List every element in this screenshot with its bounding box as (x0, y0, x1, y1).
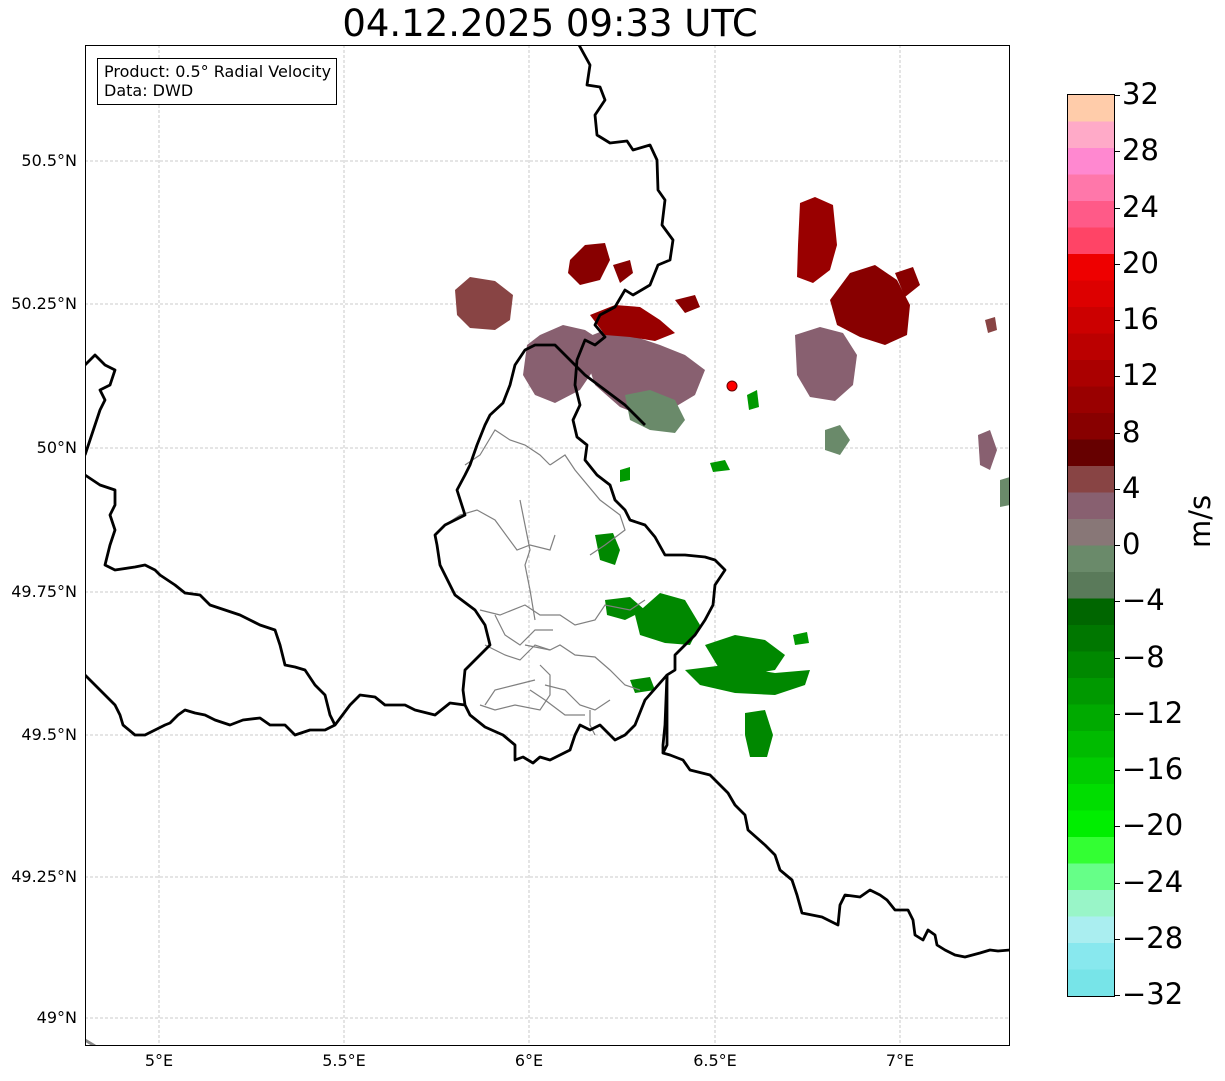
colorbar-tick-mark (1114, 432, 1120, 434)
colorbar-tick-label: −16 (1122, 752, 1184, 786)
radar-map (85, 45, 1010, 1046)
colorbar-swatch (1068, 651, 1114, 679)
colorbar-swatch (1068, 890, 1114, 918)
colorbar-swatch (1068, 280, 1114, 308)
lat-label: 49.75°N (11, 582, 77, 601)
colorbar-swatch (1068, 731, 1114, 759)
colorbar-swatch (1068, 678, 1114, 706)
colorbar-tick-mark (1114, 882, 1120, 884)
colorbar-tick-label: 4 (1122, 470, 1141, 505)
colorbar-tick-mark (1114, 713, 1120, 715)
colorbar-tick-mark (1114, 207, 1120, 209)
colorbar-tick-mark (1114, 151, 1120, 153)
colorbar-tick-label: 32 (1122, 77, 1159, 111)
lat-label: 50.5°N (21, 151, 77, 170)
colorbar-tick-label: 24 (1122, 189, 1159, 224)
colorbar-tick-label: −28 (1122, 920, 1184, 955)
lon-label: 5.5°E (322, 1051, 366, 1070)
colorbar-swatch (1068, 969, 1114, 997)
colorbar-swatch (1068, 360, 1114, 388)
colorbar-swatch (1068, 572, 1114, 600)
colorbar-swatch (1068, 386, 1114, 414)
country-borders (85, 45, 1010, 959)
lat-label: 49.25°N (11, 867, 77, 886)
colorbar-tick-label: −8 (1122, 639, 1165, 674)
echoes-approaching (595, 390, 810, 757)
colorbar-tick-label: −24 (1122, 864, 1184, 899)
colorbar-tick-label: 8 (1122, 414, 1141, 449)
map-title: 04.12.2025 09:33 UTC (342, 2, 758, 45)
lat-label: 50°N (36, 438, 77, 457)
colorbar-swatch (1068, 598, 1114, 626)
colorbar-swatch (1068, 784, 1114, 812)
lat-label: 49°N (36, 1008, 77, 1027)
colorbar-tick-label: 0 (1122, 527, 1141, 561)
lon-label: 7°E (885, 1051, 915, 1070)
colorbar-tick-label: 20 (1122, 245, 1159, 280)
colorbar-swatch (1068, 227, 1114, 255)
lon-label: 6°E (514, 1051, 544, 1070)
lon-label: 6.5°E (693, 1051, 737, 1070)
colorbar-tick-mark (1114, 376, 1120, 378)
lon-label: 5°E (144, 1051, 174, 1070)
colorbar-tick-mark (1114, 995, 1120, 996)
colorbar-swatch (1068, 201, 1114, 229)
colorbar-swatch (1068, 837, 1114, 865)
colorbar-swatch (1068, 916, 1114, 944)
colorbar-swatch (1068, 174, 1114, 202)
colorbar-swatch (1068, 466, 1114, 494)
colorbar-tick-label: −20 (1122, 808, 1184, 843)
colorbar-swatch (1068, 492, 1114, 520)
colorbar (1067, 94, 1115, 997)
colorbar-unit-label: m/s (1183, 494, 1217, 548)
colorbar-swatch (1068, 704, 1114, 732)
lat-label: 50.25°N (11, 294, 77, 313)
product-label: Product: 0.5° Radial Velocity (104, 62, 332, 81)
colorbar-swatch (1068, 413, 1114, 441)
colorbar-swatch (1068, 121, 1114, 149)
colorbar-tick-mark (1114, 826, 1120, 828)
product-info-box: Product: 0.5° Radial Velocity Data: DWD (97, 58, 338, 105)
colorbar-swatch (1068, 333, 1114, 361)
colorbar-swatch (1068, 545, 1114, 573)
colorbar-swatch (1068, 519, 1114, 547)
colorbar-tick-label: −12 (1122, 695, 1184, 730)
colorbar-tick-mark (1114, 770, 1120, 771)
colorbar-tick-label: 28 (1122, 133, 1159, 168)
colorbar-tick-mark (1114, 488, 1120, 490)
colorbar-swatch (1068, 439, 1114, 467)
map-canvas (85, 45, 1010, 1046)
colorbar-tick-label: −32 (1122, 977, 1184, 1011)
colorbar-swatch (1068, 625, 1114, 653)
colorbar-swatch (1068, 254, 1114, 282)
colorbar-tick-label: 16 (1122, 302, 1159, 336)
colorbar-swatch (1068, 757, 1114, 785)
colorbar-tick-label: 12 (1122, 358, 1159, 393)
colorbar-tick-mark (1114, 938, 1120, 940)
colorbar-tick-mark (1114, 95, 1120, 96)
colorbar-tick-mark (1114, 657, 1120, 659)
colorbar-swatch (1068, 810, 1114, 838)
colorbar-tick-label: −4 (1122, 583, 1165, 618)
colorbar-swatch (1068, 307, 1114, 335)
lat-label: 49.5°N (21, 725, 77, 744)
colorbar-swatch (1068, 863, 1114, 891)
colorbar-tick-mark (1114, 263, 1120, 265)
colorbar-swatch (1068, 95, 1114, 123)
colorbar-swatch (1068, 943, 1114, 971)
colorbar-tick-mark (1114, 320, 1120, 321)
data-source-label: Data: DWD (104, 81, 194, 100)
colorbar-tick-mark (1114, 545, 1120, 546)
colorbar-swatch (1068, 148, 1114, 176)
district-boundaries (444, 429, 646, 736)
colorbar-tick-mark (1114, 601, 1120, 603)
radar-site-marker (726, 380, 738, 392)
